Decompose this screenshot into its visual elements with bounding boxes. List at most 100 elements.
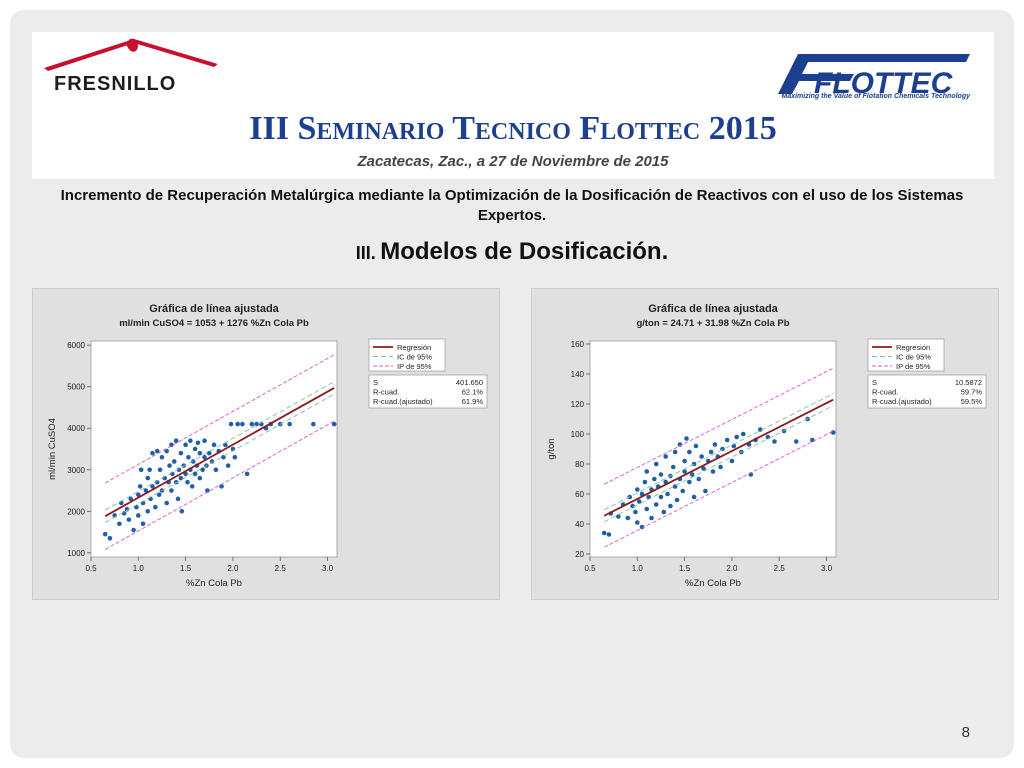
stats-value: 10.5872 (955, 378, 982, 387)
x-tick-label: 2.5 (275, 564, 287, 573)
data-point (150, 450, 155, 456)
pi-upper-line (104, 354, 335, 484)
y-tick-label: 2000 (67, 507, 85, 516)
x-tick-label: 0.5 (584, 564, 596, 573)
data-point (331, 421, 337, 427)
data-point (124, 506, 130, 512)
legend-label: Regresión (397, 343, 431, 352)
y-tick-label: 100 (571, 430, 585, 439)
data-point (696, 476, 702, 482)
y-tick-label: 20 (575, 550, 584, 559)
y-tick-label: 160 (571, 340, 585, 349)
data-point (635, 520, 640, 525)
data-point (235, 421, 240, 427)
data-point (663, 454, 668, 459)
x-tick-label: 1.5 (180, 564, 192, 573)
y-tick-label: 6000 (67, 341, 85, 350)
data-point (687, 479, 692, 485)
data-point (311, 421, 316, 427)
data-point (136, 492, 141, 497)
y-tick-label: 80 (575, 460, 584, 469)
data-point (183, 442, 188, 448)
legend-label: IC de 95% (896, 353, 931, 362)
y-tick-label: 3000 (67, 466, 85, 475)
x-tick-label: 3.0 (322, 564, 334, 573)
data-point (689, 472, 695, 477)
stats-box (867, 374, 987, 409)
data-point (221, 455, 226, 460)
y-tick-label: 1000 (67, 549, 85, 558)
header-banner: FRESNILLO FLOTTEC Maximizing the Value o… (32, 32, 994, 179)
data-point (121, 511, 127, 516)
data-point (150, 484, 155, 489)
data-point (729, 458, 735, 464)
data-point (102, 531, 108, 537)
data-point (188, 438, 193, 443)
data-point (159, 455, 165, 460)
data-point (244, 471, 250, 477)
data-point (202, 455, 207, 460)
data-point (734, 434, 739, 440)
data-point (772, 439, 777, 444)
data-point (708, 449, 714, 455)
data-point (185, 479, 190, 485)
data-point (170, 471, 175, 477)
stats-label: R-cuad.(ajustado) (872, 397, 932, 406)
data-point (156, 492, 162, 497)
data-point (636, 499, 642, 504)
data-point (249, 421, 255, 427)
stats-value: 59.5% (961, 397, 983, 406)
chart-panel-cuso4: Gráfica de línea ajustada ml/min CuSO4 = … (32, 288, 500, 600)
data-point (202, 438, 207, 443)
regression-line (104, 387, 335, 517)
data-point (830, 430, 836, 435)
ci-lower-line (603, 405, 834, 523)
legend-label: IP de 95% (397, 362, 432, 371)
data-point (672, 449, 678, 455)
data-point (178, 450, 184, 456)
data-point (219, 484, 224, 489)
data-point (616, 514, 621, 519)
data-point (143, 488, 149, 493)
data-point (197, 475, 203, 481)
data-point (287, 421, 292, 427)
stats-value: 59.7% (961, 388, 983, 397)
fresnillo-logo (44, 38, 217, 71)
data-point (145, 475, 151, 481)
stats-label: S (373, 378, 378, 387)
y-axis-label: g/ton (546, 438, 557, 459)
chart-title: Gráfica de línea ajustada (149, 303, 279, 315)
chart-subtitle: g/ton = 24.71 + 31.98 %Zn Cola Pb (636, 318, 789, 329)
y-axis-label: ml/min CuSO4 (47, 418, 58, 480)
data-point (633, 509, 638, 515)
slide-subtitle: Incremento de Recuperación Metalúrgica m… (60, 187, 964, 224)
data-point (793, 439, 799, 444)
seminar-title: III Seminario Tecnico Flottec 2015 (249, 110, 777, 147)
data-point (710, 469, 716, 474)
data-point (625, 515, 631, 521)
data-point (682, 458, 687, 464)
data-point (639, 524, 645, 530)
data-point (209, 459, 215, 464)
data-point (169, 488, 174, 493)
fitted-line-chart-cuso4: Gráfica de línea ajustada ml/min CuSO4 = … (47, 303, 488, 589)
plot-area (589, 340, 837, 558)
data-point (644, 506, 650, 512)
data-point (173, 438, 179, 443)
section-text: Modelos de Dosificación. (380, 238, 669, 265)
flottec-logo: FLOTTEC (778, 54, 970, 100)
stats-box (368, 374, 488, 409)
data-point (228, 421, 234, 427)
y-tick-label: 40 (575, 520, 584, 529)
data-point (179, 509, 185, 514)
data-point (642, 479, 648, 485)
x-tick-label: 2.0 (227, 564, 239, 573)
data-point (153, 504, 158, 510)
data-point (157, 467, 163, 473)
x-tick-label: 1.0 (632, 564, 644, 573)
data-point (176, 467, 182, 473)
data-point (765, 434, 771, 440)
data-point (630, 503, 635, 509)
data-point (192, 471, 198, 477)
data-point (225, 463, 231, 468)
